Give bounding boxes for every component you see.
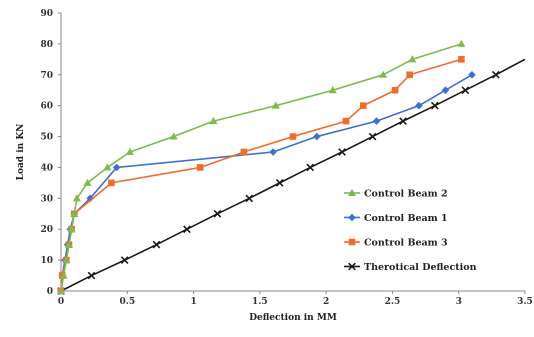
data-point-control-beam-3 — [108, 179, 115, 187]
data-point-control-beam-2 — [59, 271, 68, 279]
data-point-control-beam-2 — [457, 39, 466, 47]
legend-marker — [348, 238, 356, 246]
data-point-control-beam-1 — [415, 101, 423, 110]
data-point-control-beam-2 — [328, 86, 337, 94]
y-axis-label: Load in KN — [16, 124, 26, 181]
y-tick-label: 80 — [40, 40, 53, 50]
data-point-control-beam-3 — [458, 56, 465, 63]
legend-item-therotical-deflection: Therotical Deflection — [344, 262, 477, 273]
legend-label: Control Beam 2 — [364, 189, 448, 200]
legend-item-control-beam-2: Control Beam 2 — [344, 189, 448, 200]
data-point-therotical-deflection — [368, 132, 377, 141]
data-point-therotical-deflection — [338, 148, 346, 156]
data-point-control-beam-2 — [103, 163, 112, 171]
data-point-control-beam-2 — [379, 70, 388, 78]
data-point-control-beam-3 — [240, 148, 248, 156]
data-point-therotical-deflection — [213, 209, 222, 218]
y-tick-label: 70 — [40, 71, 53, 81]
data-point-therotical-deflection — [461, 86, 470, 95]
data-point-control-beam-2 — [67, 225, 76, 233]
x-tick-label: 2.5 — [385, 297, 401, 307]
data-point-therotical-deflection — [430, 101, 439, 110]
legend-label: Control Beam 3 — [364, 238, 448, 249]
x-axis-label: Deflection in MM — [249, 313, 337, 323]
data-point-control-beam-2 — [408, 55, 417, 63]
legend-marker — [348, 213, 356, 222]
data-point-control-beam-2 — [70, 209, 79, 217]
data-point-therotical-deflection — [87, 271, 96, 280]
data-point-therotical-deflection — [183, 225, 191, 234]
legend-label: Therotical Deflection — [364, 262, 477, 273]
data-point-therotical-deflection — [399, 117, 407, 125]
x-tick-label: 1.5 — [252, 297, 268, 307]
legend-item-control-beam-3: Control Beam 3 — [344, 238, 448, 249]
axes — [60, 13, 525, 292]
legend: Control Beam 2 Control Beam 1 Control Beam… — [344, 189, 477, 273]
data-point-control-beam-3 — [406, 71, 413, 79]
data-point-control-beam-3 — [359, 102, 367, 109]
data-point-control-beam-1 — [313, 132, 321, 141]
y-tick-label: 30 — [40, 194, 53, 204]
y-tick-label: 60 — [40, 102, 53, 112]
data-point-control-beam-1 — [86, 194, 94, 203]
x-tick-label: 0 — [58, 297, 64, 307]
series-control-beam-2 — [57, 39, 466, 294]
y-tick-label: 90 — [40, 9, 53, 19]
legend-item-control-beam-1: Control Beam 1 — [344, 213, 448, 224]
data-point-control-beam-1 — [269, 148, 277, 156]
y-tick-label: 10 — [40, 256, 53, 266]
data-point-therotical-deflection — [306, 163, 315, 172]
data-point-control-beam-3 — [289, 133, 297, 140]
data-point-control-beam-2 — [83, 178, 92, 186]
data-point-therotical-deflection — [120, 256, 129, 264]
series-line-therotical-deflection — [60, 58, 526, 292]
y-tick-label: 40 — [40, 163, 53, 173]
y-tick-label: 0 — [47, 287, 53, 297]
series-layer — [57, 39, 526, 295]
data-point-therotical-deflection — [491, 70, 500, 79]
y-tick-label: 50 — [40, 133, 53, 143]
x-tick-label: 3 — [456, 297, 462, 307]
data-point-control-beam-1 — [372, 117, 381, 125]
x-tick-label: 1 — [190, 297, 196, 307]
data-point-therotical-deflection — [152, 240, 161, 249]
data-point-therotical-deflection — [245, 194, 254, 203]
data-point-therotical-deflection — [275, 179, 284, 187]
data-point-control-beam-1 — [468, 70, 476, 79]
data-point-control-beam-3 — [391, 86, 399, 94]
data-point-control-beam-2 — [209, 116, 218, 125]
data-point-control-beam-2 — [125, 147, 134, 155]
x-tick-label: 0.5 — [119, 297, 135, 307]
tick-labels: 0 0.5 1 1.5 2 2.5 3 3.5 0 10 20 30 40 50 60 70 80 90 — [40, 9, 532, 307]
legend-label: Control Beam 1 — [364, 213, 448, 224]
data-point-control-beam-2 — [64, 240, 73, 248]
data-point-control-beam-3 — [342, 117, 350, 125]
series-control-beam-3 — [57, 56, 465, 295]
legend-marker — [348, 262, 356, 271]
data-point-control-beam-2 — [271, 101, 280, 109]
data-point-control-beam-2 — [72, 194, 81, 202]
series-therotical-deflection — [57, 58, 526, 295]
data-point-control-beam-1 — [112, 163, 121, 172]
x-tick-label: 3.5 — [517, 297, 533, 307]
y-tick-label: 20 — [40, 225, 53, 235]
series-line-control-beam-3 — [60, 58, 462, 292]
data-point-control-beam-2 — [169, 132, 178, 140]
data-point-control-beam-2 — [62, 255, 71, 264]
data-point-control-beam-1 — [441, 86, 450, 95]
data-point-control-beam-3 — [196, 164, 204, 171]
legend-marker — [348, 188, 356, 196]
data-point-control-beam-2 — [57, 286, 65, 294]
x-tick-label: 2 — [323, 297, 329, 307]
